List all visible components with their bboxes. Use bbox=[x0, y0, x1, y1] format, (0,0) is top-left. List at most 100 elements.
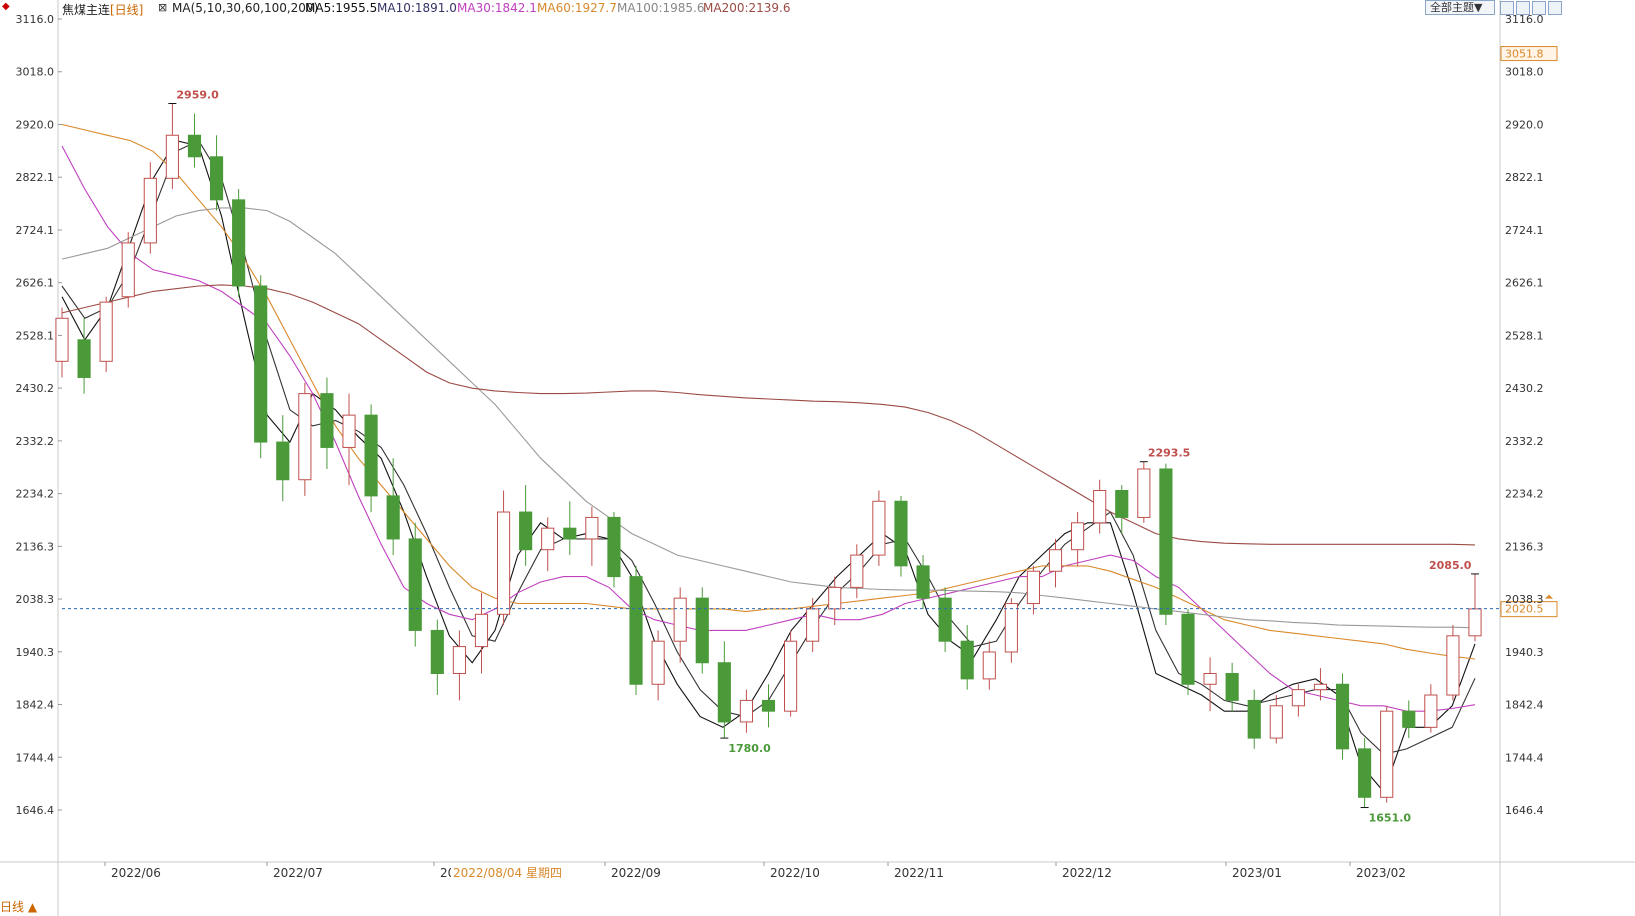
y-tick-left-11: 2038.3 bbox=[16, 593, 55, 606]
layout-icon-2[interactable] bbox=[1516, 1, 1530, 15]
ma200-line bbox=[61, 284, 1476, 546]
theme-dropdown-button[interactable]: 全部主题▼ bbox=[1425, 0, 1495, 15]
candle-16 bbox=[408, 522, 422, 647]
y-tick-left-8: 2332.2 bbox=[16, 435, 55, 448]
candle-7 bbox=[209, 135, 224, 211]
candle-33 bbox=[784, 630, 798, 717]
y-tick-right-9: 2234.2 bbox=[1505, 488, 1544, 501]
y-tick-right-15: 1646.4 bbox=[1505, 804, 1544, 817]
candle-24 bbox=[585, 506, 599, 566]
candle-4 bbox=[143, 162, 157, 254]
candle-29 bbox=[695, 587, 709, 674]
chart-header: ◆ 焦煤主连 [日线] ⊠ MA(5,10,30,60,100,200) MA5… bbox=[0, 0, 1635, 18]
y-tick-right-13: 1842.4 bbox=[1505, 699, 1544, 712]
x-tick-6: 2022/12 bbox=[1062, 866, 1112, 880]
candle-0 bbox=[55, 307, 69, 378]
candle-27 bbox=[651, 630, 665, 701]
candle-28 bbox=[673, 587, 687, 663]
candle-56 bbox=[1291, 684, 1305, 717]
y-tick-left-2: 2920.0 bbox=[16, 118, 55, 131]
candle-6 bbox=[187, 113, 202, 168]
annotation-4: 2085.0 bbox=[1429, 559, 1472, 572]
y-tick-right-7: 2430.2 bbox=[1505, 382, 1544, 395]
candle-42 bbox=[982, 641, 996, 690]
candle-13 bbox=[342, 393, 356, 486]
layout-icon-4[interactable] bbox=[1548, 1, 1562, 15]
ma100-value: MA100:1985.6 bbox=[617, 1, 705, 15]
x-tick-3: 2022/09 bbox=[611, 866, 661, 880]
grid-layout-icon[interactable] bbox=[1500, 1, 1514, 15]
y-tick-right-11: 2038.3 bbox=[1505, 593, 1544, 606]
y-tick-left-5: 2626.1 bbox=[16, 277, 55, 290]
candle-5 bbox=[165, 103, 179, 190]
period-tab[interactable]: 日线 ▲ bbox=[0, 900, 38, 914]
y-tick-right-4: 2724.1 bbox=[1505, 224, 1544, 237]
candle-49 bbox=[1137, 461, 1151, 523]
candle-20 bbox=[496, 490, 511, 626]
current-price-line: 2020.5 bbox=[62, 601, 1558, 618]
candle-30 bbox=[717, 641, 731, 739]
candle-19 bbox=[474, 592, 489, 674]
candle-45 bbox=[1048, 538, 1063, 588]
y-tick-right-1: 3018.0 bbox=[1505, 66, 1544, 79]
y-tick-right-5: 2626.1 bbox=[1505, 277, 1544, 290]
ma30-line bbox=[61, 145, 1476, 712]
current-price-arrow-icon bbox=[1545, 594, 1553, 599]
layout-icon-3[interactable] bbox=[1532, 1, 1546, 15]
candle-60 bbox=[1380, 705, 1394, 803]
candle-57 bbox=[1313, 668, 1328, 701]
candle-21 bbox=[519, 485, 533, 566]
candle-8 bbox=[232, 189, 246, 297]
candle-9 bbox=[254, 275, 268, 459]
y-axis-right: 3116.0 3018.0 2920.0 2822.1 2724.1 2626.1 2528… bbox=[1500, 13, 1558, 817]
y-tick-left-0: 3116.0 bbox=[16, 13, 55, 26]
current-price-box bbox=[1500, 601, 1558, 618]
x-tick-8: 2023/02 bbox=[1356, 866, 1406, 880]
annotations: 2959.0 1780.0 2293.5 1651.0 2085.0 bbox=[168, 89, 1553, 825]
ma-config: MA(5,10,30,60,100,200) bbox=[172, 1, 319, 15]
symbol-name: 焦煤主连 bbox=[62, 3, 111, 17]
candle-26 bbox=[629, 565, 643, 696]
candle-40 bbox=[938, 587, 952, 652]
ma-toggle-icon[interactable]: ⊠ bbox=[158, 1, 168, 14]
candle-15 bbox=[386, 458, 400, 556]
candle-64 bbox=[1468, 573, 1482, 642]
candle-32 bbox=[761, 684, 776, 728]
candle-37 bbox=[872, 490, 886, 566]
ma5-value: MA5:1955.5 bbox=[305, 1, 378, 15]
x-tick-5: 2022/11 bbox=[894, 866, 944, 880]
candle-50 bbox=[1159, 463, 1173, 626]
y-axis-left: 3116.0 3018.0 2920.0 2822.1 2724.1 2626.1 2528… bbox=[16, 13, 62, 817]
candle-47 bbox=[1093, 479, 1107, 534]
candle-48 bbox=[1115, 485, 1129, 534]
x-tick-1: 2022/07 bbox=[273, 866, 323, 880]
candle-10 bbox=[276, 415, 290, 502]
y-tick-right-10: 2136.3 bbox=[1505, 540, 1544, 553]
y-tick-left-12: 1940.3 bbox=[16, 646, 55, 659]
y-tick-right-6: 2528.1 bbox=[1505, 329, 1544, 342]
period-label[interactable]: [日线] bbox=[110, 3, 144, 17]
annotation-3: 1651.0 bbox=[1369, 812, 1412, 825]
y-tick-right-0: 3116.0 bbox=[1505, 13, 1544, 26]
candle-3 bbox=[121, 232, 135, 308]
candle-52 bbox=[1203, 657, 1217, 712]
candle-25 bbox=[607, 512, 621, 588]
ma30-value: MA30:1842.1 bbox=[457, 1, 537, 15]
y-tick-left-3: 2822.1 bbox=[16, 171, 55, 184]
candle-22 bbox=[541, 517, 555, 572]
candles bbox=[55, 103, 1482, 808]
settings-icon[interactable]: ◆ bbox=[2, 1, 10, 12]
ma60-line bbox=[61, 123, 1476, 660]
y-tick-left-10: 2136.3 bbox=[16, 540, 55, 553]
right-marker-box bbox=[1500, 46, 1558, 62]
candle-11 bbox=[298, 382, 312, 496]
candle-59 bbox=[1358, 738, 1372, 808]
candle-43 bbox=[1004, 598, 1018, 663]
y-tick-right-2: 2920.0 bbox=[1505, 118, 1544, 131]
y-tick-left-1: 3018.0 bbox=[16, 66, 55, 79]
candle-51 bbox=[1181, 608, 1195, 696]
candle-31 bbox=[739, 689, 753, 733]
y-tick-right-14: 1744.4 bbox=[1505, 751, 1544, 764]
candle-18 bbox=[452, 630, 466, 701]
